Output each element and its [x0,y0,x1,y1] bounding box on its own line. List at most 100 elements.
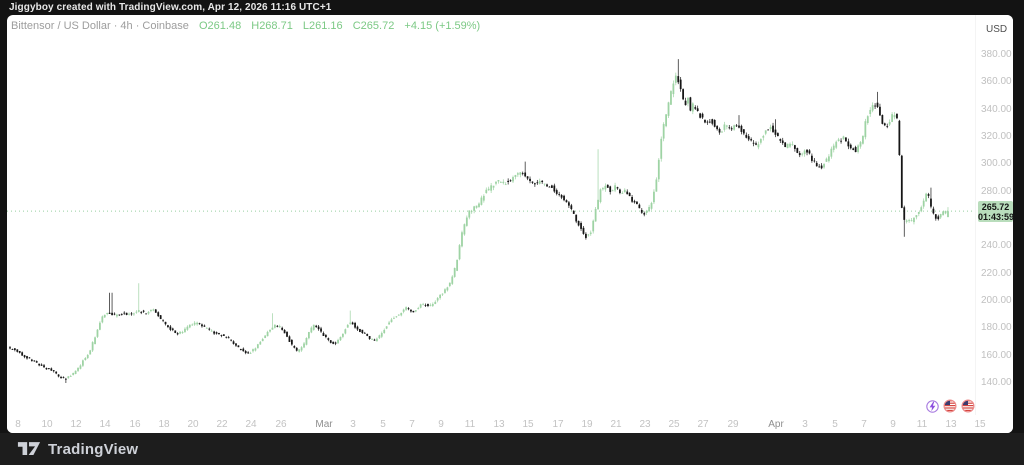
candle-body [50,368,53,371]
candle-body [188,324,191,328]
time-tick-label: 21 [610,419,622,430]
candle-body [572,210,575,214]
candle-body [776,133,779,136]
candle-body [604,185,607,190]
candle-body [512,177,514,182]
candle-body [750,139,753,141]
candle-body [917,212,920,214]
candle-body [60,376,62,378]
candle-body [276,325,279,327]
candle-body [772,125,774,132]
candle-body [847,141,850,147]
candle-body [142,310,145,312]
candle-body [218,332,220,335]
time-tick-label: 24 [245,419,257,430]
candle-body [371,339,373,340]
candle-body [64,378,67,380]
candle-body [526,176,529,179]
candle-body [701,113,704,118]
candle-body [747,136,750,140]
candle-body [320,328,322,332]
candle-body [837,139,840,142]
candle-body [439,294,442,299]
candle-body [220,335,223,337]
candlestick-chart[interactable] [7,15,975,415]
time-tick-label: 26 [275,419,287,430]
tradingview-logo[interactable]: TradingView [17,441,138,458]
candle-body [383,329,386,334]
time-tick-label: 17 [552,419,564,430]
zap-icon[interactable] [926,399,939,413]
ohlc-change: +4.15 (+1.59%) [404,20,481,32]
candle-body [497,180,500,182]
symbol-description[interactable]: Bittensor / US Dollar · 4h · Coinbase [11,20,189,32]
candle-body [99,322,101,330]
candle-body [762,136,765,138]
candle-body [502,181,505,184]
candle-body [310,327,313,333]
us-flag-icon[interactable] [943,399,957,413]
candle-body [546,184,548,187]
candle-body [742,129,745,134]
candle-body [463,224,466,235]
candle-body [587,234,590,236]
candle-body [835,141,838,148]
price-tick-label: 140.00 [981,377,1012,388]
candle-body [828,156,830,162]
candle-body [852,148,855,150]
candle-body [730,128,733,130]
candle-body [519,172,522,175]
candle-body [327,338,330,340]
candle-body [696,108,699,112]
candle-body [638,204,641,209]
current-price-value: 265.72 [981,201,1010,212]
candle-body [738,125,740,128]
candle-body [349,322,352,324]
candle-body [745,134,748,138]
candle-body [334,342,337,344]
candle-body [499,182,502,183]
candle-body [300,347,303,351]
candle-body [791,144,794,145]
candle-body [631,196,633,202]
candle-body [531,181,534,183]
price-tick-label: 380.00 [981,49,1012,60]
candle-body [453,267,456,277]
price-tick-label: 360.00 [981,76,1012,88]
candle-body [869,109,872,115]
candle-body [563,195,565,201]
candle-body [239,349,242,351]
price-tick-label: 320.00 [981,131,1012,142]
us-flag-icon[interactable] [961,399,975,413]
candle-body [521,173,524,174]
candle-body [451,276,454,284]
candle-body [191,324,194,326]
candle-body [643,213,646,215]
candle-body [798,153,801,156]
candle-body [13,348,16,351]
candle-body [570,205,573,210]
candle-body [16,349,19,352]
time-tick-label: 18 [158,419,170,430]
candle-body [33,360,36,362]
price-axis[interactable]: USD 265.72 01:43:59 380.00 360.00 340.00 32… [975,15,1013,415]
candle-body [541,180,544,182]
candle-body [181,332,184,334]
candle-body [312,324,315,330]
candle-body [366,334,369,336]
candle-body [215,332,218,334]
candle-body [614,185,616,191]
candle-body [543,183,546,185]
time-axis[interactable]: 8 10 12 14 16 18 20 22 24 26 Mar 3 5 7 9 11 13 15 17 19 21 23… [7,415,1013,433]
candle-body [881,115,884,124]
candle-body [883,123,886,126]
candle-body [565,200,568,203]
symbol-legend[interactable]: Bittensor / US Dollar · 4h · Coinbase O2… [11,20,480,34]
candle-body [79,365,82,369]
candle-body [380,333,383,337]
price-tick-label: 220.00 [981,267,1012,279]
candle-body [930,198,932,207]
candle-body [648,206,650,212]
candle-body [123,312,126,314]
candle-body [849,144,852,149]
